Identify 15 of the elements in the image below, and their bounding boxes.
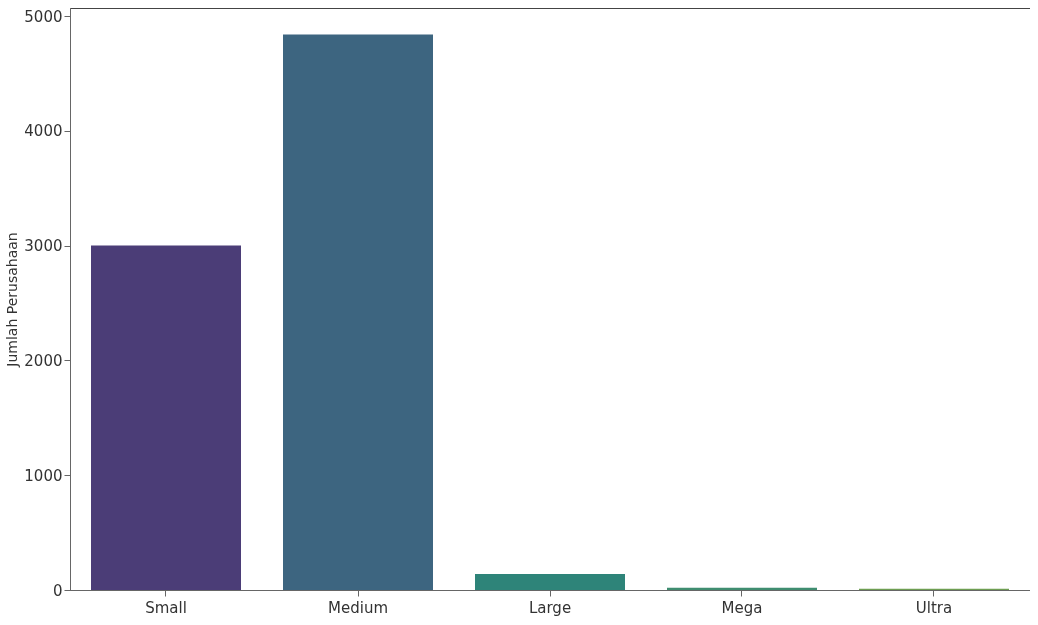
y-tick-label: 2000: [24, 351, 63, 370]
y-axis-title: Jumlah Perusahaan: [4, 232, 21, 368]
bar: [283, 34, 433, 590]
y-tick-label: 0: [52, 581, 63, 600]
x-tick-label: Mega: [721, 598, 763, 617]
x-tick-label: Ultra: [915, 598, 953, 617]
y-tick-label: 3000: [24, 237, 63, 256]
x-tick-label: Large: [528, 598, 572, 617]
bar: [91, 245, 241, 590]
x-tick-label: Medium: [328, 598, 388, 617]
x-tick-label: Small: [145, 598, 187, 617]
y-tick-label: 1000: [24, 466, 63, 485]
y-tick-label: 5000: [24, 7, 63, 26]
bar: [475, 573, 625, 590]
y-tick-label: 4000: [24, 122, 63, 141]
